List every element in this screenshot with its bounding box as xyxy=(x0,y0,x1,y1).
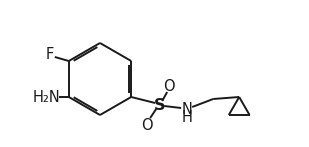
Text: N: N xyxy=(182,101,193,117)
Text: S: S xyxy=(154,97,165,112)
Text: H₂N: H₂N xyxy=(33,90,61,105)
Text: O: O xyxy=(141,117,153,132)
Text: O: O xyxy=(163,78,175,93)
Text: F: F xyxy=(46,46,54,61)
Text: H: H xyxy=(182,110,193,125)
